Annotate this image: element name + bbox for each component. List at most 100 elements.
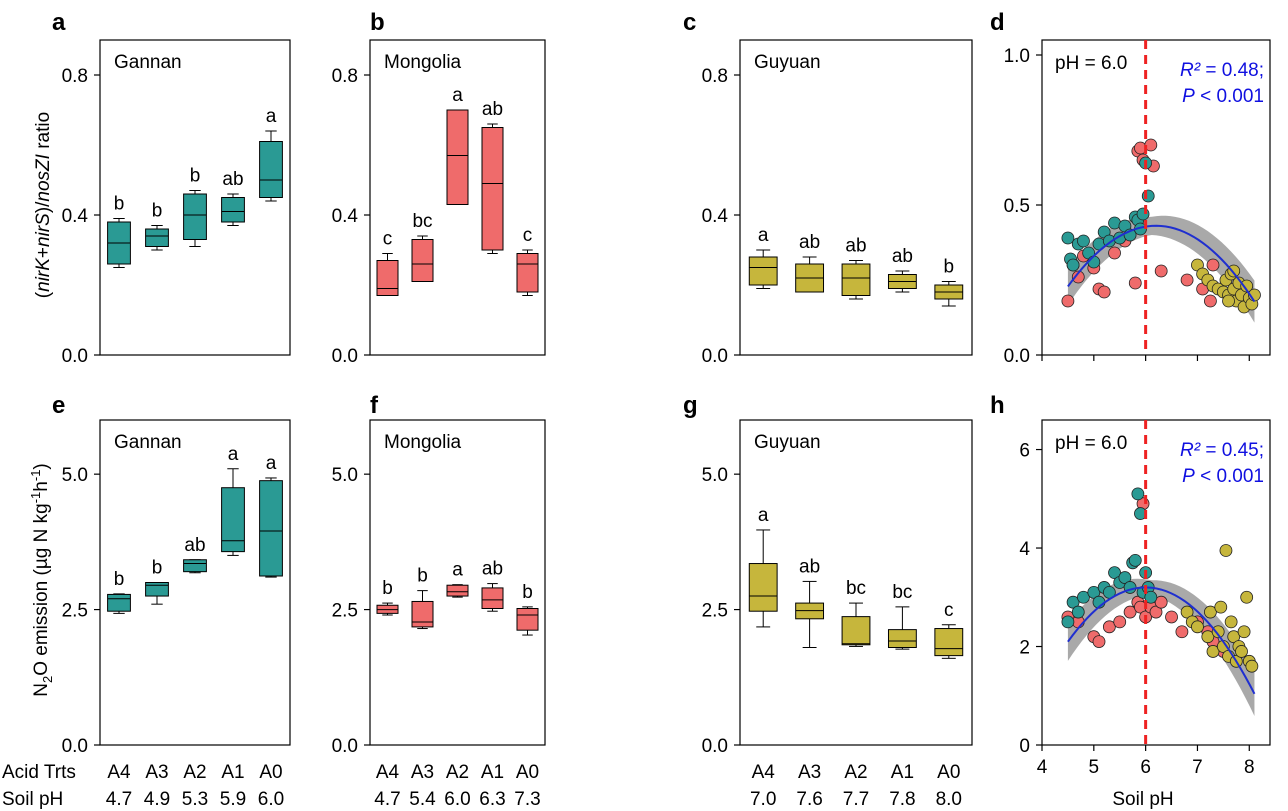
point-gannan — [1141, 189, 1155, 203]
significance-letter: ab — [222, 169, 243, 190]
point-guyuan — [1235, 645, 1248, 658]
box-A1: a — [221, 444, 245, 556]
y-tick-label: 5.0 — [702, 465, 728, 486]
x-tick-label-trt: A1 — [481, 762, 504, 783]
significance-letter: a — [452, 560, 463, 581]
point-guyuan — [1206, 645, 1220, 658]
box-body — [183, 193, 207, 240]
plot-frame — [739, 39, 973, 356]
site-label: Mongolia — [384, 52, 462, 73]
point-mongolia — [1102, 620, 1116, 634]
x-tick-label-trt: A1 — [221, 762, 244, 783]
point-gannan — [1131, 487, 1145, 501]
box-A3: bc — [411, 211, 434, 282]
box-A2: a — [446, 85, 469, 205]
point-guyuan — [1222, 294, 1235, 308]
box-A3: ab — [795, 232, 825, 293]
box-A4: c — [376, 229, 399, 296]
significance-letter: ab — [482, 559, 503, 580]
box-A2: b — [183, 166, 207, 247]
x-tick-label: 4 — [1037, 757, 1048, 778]
box-body — [411, 600, 434, 628]
site-label: Gannan — [114, 52, 182, 73]
point-mongolia — [1123, 605, 1137, 619]
x-tick-label: 8 — [1244, 757, 1255, 778]
significance-letter: b — [114, 194, 125, 215]
plot-frame — [99, 39, 291, 356]
point-guyuan — [1224, 615, 1238, 629]
box-A4: a — [748, 505, 778, 628]
x-tick-label-trt: A3 — [798, 762, 821, 783]
panel-c: c 0.0 0.4 0.8 Guyuan a ab ab ab b — [683, 9, 973, 367]
box-body — [221, 487, 245, 553]
x-tick-label-ph: 5.4 — [409, 789, 436, 810]
box-A0: b — [934, 257, 964, 307]
box-A2: bc — [841, 578, 871, 647]
significance-letter: ab — [184, 535, 205, 556]
point-mongolia — [1092, 635, 1106, 648]
point-guyuan — [1219, 544, 1233, 557]
panel-letter: a — [52, 9, 66, 36]
significance-letter: b — [152, 558, 163, 579]
point-mongolia — [1108, 246, 1121, 260]
point-guyuan — [1201, 630, 1215, 644]
point-guyuan — [1191, 620, 1204, 634]
significance-letter: a — [758, 505, 769, 526]
significance-letter: b — [417, 566, 428, 587]
significance-letter: bc — [892, 582, 912, 603]
x-tick-label-ph: 7.3 — [514, 789, 540, 810]
box-A0: a — [259, 453, 283, 578]
x-tick-label-trt: A4 — [752, 762, 776, 783]
box-body — [481, 587, 504, 610]
box-body — [259, 141, 283, 198]
box-body — [748, 563, 778, 612]
x-tick-label-ph: 4.7 — [106, 789, 132, 810]
panel-f: f 0.0 2.5 5.0 Mongolia b A4 4.7 b A3 5.4 a A2 6.0 ab A1… — [332, 392, 546, 810]
significance-letter: ab — [799, 232, 820, 253]
x-tick-label-trt: A2 — [446, 762, 469, 783]
significance-letter: c — [383, 229, 393, 250]
x-tick-label-trt: A0 — [516, 762, 539, 783]
point-mongolia — [1204, 294, 1217, 308]
plot-frame — [369, 419, 546, 746]
significance-letter: ab — [892, 246, 913, 267]
x-tick-label-ph: 6.0 — [258, 789, 284, 810]
box-A3: b — [145, 558, 169, 605]
y-tick-label: 0.0 — [1004, 346, 1030, 367]
box-body — [107, 593, 131, 612]
significance-letter: b — [152, 201, 163, 222]
y-tick-label: 1.0 — [1004, 46, 1030, 67]
x-tick-label-ph: 5.9 — [220, 789, 246, 810]
x-tick-label-ph: 7.6 — [796, 789, 822, 810]
point-mongolia — [1128, 276, 1142, 290]
box-A0: a — [259, 106, 283, 202]
point-mongolia — [1149, 605, 1163, 619]
point-guyuan — [1245, 659, 1259, 673]
threshold-label: pH = 6.0 — [1055, 53, 1127, 74]
plot-frame — [369, 39, 546, 356]
box-body — [221, 197, 245, 223]
box-body — [145, 228, 169, 247]
y-tick-label: 2.5 — [702, 601, 728, 622]
point-guyuan — [1227, 630, 1241, 644]
panel-letter: d — [990, 9, 1005, 36]
x-tick-label-ph: 7.8 — [889, 789, 915, 810]
panel-letter: f — [370, 392, 379, 419]
panel-d: d 0.0 0.5 1.0 pH = 6.0 R² = 0.48; P < 0.001 — [990, 9, 1271, 367]
y-tick-label: 0.0 — [702, 736, 728, 757]
x-tick-label-trt: A4 — [376, 762, 400, 783]
y-axis-label-bottom: N2O emission (µg N kg-1h-1) — [28, 463, 55, 697]
y-tick-label: 0.4 — [62, 206, 89, 227]
box-A2: ab — [841, 236, 871, 300]
panel-letter: b — [370, 9, 385, 36]
significance-letter: c — [523, 225, 533, 246]
x-tick-label-ph: 8.0 — [936, 789, 962, 810]
point-mongolia — [1061, 294, 1075, 308]
x-tick-label: 7 — [1192, 757, 1203, 778]
point-gannan — [1128, 553, 1142, 567]
x-tick-label-trt: A3 — [411, 762, 434, 783]
box-body — [516, 253, 539, 293]
panel-g: g 0.0 2.5 5.0 Guyuan a A4 7.0 ab A3 7.6 bc A2 7.7 bc A1… — [683, 392, 973, 810]
x-tick-label-trt: A2 — [183, 762, 206, 783]
